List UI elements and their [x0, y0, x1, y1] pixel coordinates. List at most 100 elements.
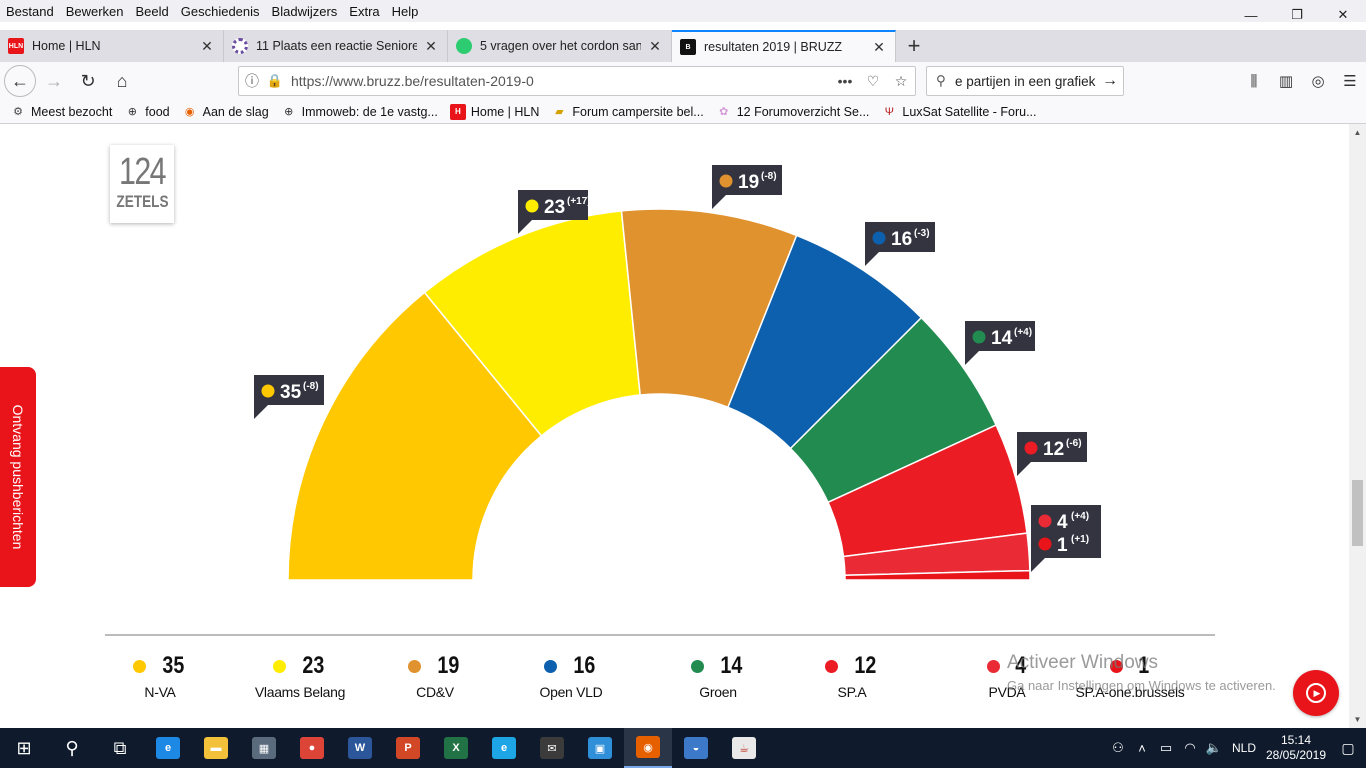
page-content: 124 ZETELS 35 (-8) 23 (+17) 19 (-8) 16 (-3) 14 (+…	[0, 124, 1349, 728]
extension-icon[interactable]: ◎	[1311, 73, 1325, 90]
scroll-up-arrow[interactable]: ▲	[1353, 128, 1362, 137]
volume-icon[interactable]: 🔈	[1205, 740, 1223, 755]
library-icon[interactable]: ⫼	[1250, 72, 1258, 90]
bookmark-luxsat-satellite-foru[interactable]: Ψ LuxSat Satellite - Foru...	[881, 104, 1037, 120]
new-tab-button[interactable]: +	[907, 33, 921, 58]
vertical-scrollbar[interactable]: ▲ ▼	[1349, 124, 1366, 728]
scroll-down-arrow[interactable]: ▼	[1353, 715, 1362, 724]
page-actions-icon[interactable]: •••	[837, 73, 853, 89]
legend-seats: 14	[720, 652, 743, 679]
url-bar[interactable]: ⓘ 🔒 https://www.bruzz.be/resultaten-2019…	[238, 66, 916, 96]
search-input[interactable]: e partijen in een grafiek	[955, 73, 1096, 89]
callout-dot	[872, 231, 886, 245]
taskbar-remote-button[interactable]: ▣	[576, 728, 624, 768]
bookmark-meest-bezocht[interactable]: ⚙ Meest bezocht	[10, 104, 112, 120]
people-icon[interactable]: ⚇	[1112, 740, 1124, 755]
excel-icon: X	[444, 737, 468, 759]
legend-party-name: N-VA	[144, 684, 176, 700]
taskbar-mail-button[interactable]: ✉	[528, 728, 576, 768]
pocket-icon[interactable]: ♡	[866, 72, 880, 89]
bookmark-aan-de-slag[interactable]: ◉ Aan de slag	[182, 104, 269, 120]
menu-bewerken[interactable]: Bewerken	[65, 3, 124, 19]
bookmark-12-forumoverzicht-se[interactable]: ✿ 12 Forumoverzicht Se...	[716, 104, 869, 120]
taskbar-start-button[interactable]: ⊞	[0, 728, 48, 768]
menu-help[interactable]: Help	[391, 3, 419, 19]
remote-icon: ▣	[588, 737, 612, 759]
taskbar-java-button[interactable]: ☕	[720, 728, 768, 768]
search-icon: ⚲	[936, 73, 946, 88]
tab-2[interactable]: 11 Plaats een reactie SeniorenNet ✕	[224, 30, 448, 62]
tray-chevron-icon[interactable]: ˄	[1138, 740, 1146, 756]
battery-icon[interactable]: ▭	[1159, 740, 1173, 755]
minimize-button[interactable]: —	[1244, 7, 1258, 23]
tab-close-icon[interactable]: ✕	[873, 38, 885, 55]
notifications-icon[interactable]: ▢	[1341, 739, 1355, 756]
tab-label: 11 Plaats een reactie SeniorenNet	[256, 39, 417, 53]
taskbar-explorer-button[interactable]: ▬	[192, 728, 240, 768]
hamburger-menu-icon[interactable]: ☰	[1343, 73, 1357, 90]
callout-cd-v: 19 (-8)	[712, 165, 782, 209]
menu-bladwijzers[interactable]: Bladwijzers	[271, 3, 338, 19]
url-text[interactable]: https://www.bruzz.be/resultaten-2019-0	[291, 73, 534, 89]
reload-button[interactable]: ↻	[80, 70, 96, 91]
activate-windows-text: Ga naar Instellingen om Windows te activ…	[1007, 678, 1276, 693]
taskbar-excel-button[interactable]: X	[432, 728, 480, 768]
forward-button[interactable]: →	[45, 70, 63, 91]
bookmark-food[interactable]: ⊕ food	[124, 104, 170, 120]
menu-bestand[interactable]: Bestand	[6, 3, 54, 19]
taskbar-thunderbird-button[interactable]: ◒	[672, 728, 720, 768]
taskbar-firefox-button[interactable]: ◉	[624, 728, 672, 768]
tab-1[interactable]: HLN Home | HLN ✕	[0, 30, 224, 62]
info-icon[interactable]: ⓘ	[245, 73, 259, 89]
search-go-icon[interactable]: →	[1102, 72, 1118, 89]
hln-icon: H	[449, 103, 466, 120]
taskbar-word-button[interactable]: W	[336, 728, 384, 768]
bookmark-label: Immoweb: de 1e vastg...	[301, 104, 438, 119]
legend-seats: 12	[854, 652, 877, 679]
sidebar-icon[interactable]: ▥	[1278, 73, 1294, 90]
video-play-button[interactable]: ▶	[1293, 670, 1339, 716]
bookmark-forum-campersite-bel[interactable]: ▰ Forum campersite bel...	[551, 104, 704, 120]
menu-extra[interactable]: Extra	[349, 3, 380, 19]
scroll-thumb[interactable]	[1352, 480, 1363, 546]
back-button[interactable]: ←	[4, 65, 36, 97]
tab-close-icon[interactable]: ✕	[425, 37, 437, 54]
taskbar-store-button[interactable]: ▦	[240, 728, 288, 768]
language-indicator[interactable]: NLD	[1231, 741, 1256, 755]
taskbar-edge-button[interactable]: e	[144, 728, 192, 768]
total-seats-number: 124	[119, 151, 167, 193]
wifi-icon[interactable]: ◠	[1184, 740, 1196, 755]
tab-3[interactable]: 5 vragen over het cordon sanitaire ✕	[448, 30, 672, 62]
bookmark-label: LuxSat Satellite - Foru...	[902, 104, 1037, 119]
taskbar-ie-button[interactable]: e	[480, 728, 528, 768]
taskbar-task-view-button[interactable]: ⧉	[96, 728, 144, 768]
callout-change: (-3)	[914, 228, 930, 239]
globe-icon: ⊕	[284, 106, 294, 118]
bookmark-star-icon[interactable]: ☆	[894, 72, 908, 89]
callout-dot	[1038, 514, 1052, 528]
tab-label: 5 vragen over het cordon sanitaire	[480, 39, 641, 53]
bookmark-label: Forum campersite bel...	[572, 104, 704, 119]
home-button[interactable]: ⌂	[116, 70, 128, 91]
bookmark-immoweb-de-1e-vastg[interactable]: ⊕ Immoweb: de 1e vastg...	[281, 104, 438, 120]
legend-seats: 16	[573, 652, 596, 679]
menu-beeld[interactable]: Beeld	[135, 3, 169, 19]
taskbar-search-button[interactable]: ⚲	[48, 728, 96, 768]
search-icon: ⚲	[65, 737, 79, 758]
tab-close-icon[interactable]: ✕	[649, 37, 661, 54]
close-window-button[interactable]: ✕	[1337, 7, 1349, 22]
chart-segment-n-va[interactable]	[287, 291, 543, 581]
chart-segment-sp-a-one-brussels[interactable]	[844, 569, 1031, 581]
restore-button[interactable]: ❐	[1291, 7, 1303, 22]
bookmark-home-hln[interactable]: H Home | HLN	[449, 103, 539, 120]
clock[interactable]: 15:14 28/05/2019	[1262, 733, 1330, 763]
lock-icon: 🔒	[266, 73, 284, 88]
tab-close-icon[interactable]: ✕	[201, 37, 213, 54]
menu-geschiedenis[interactable]: Geschiedenis	[180, 3, 260, 19]
push-notifications-tab[interactable]: Ontvang pushberichten	[0, 367, 36, 587]
taskbar-powerpoint-button[interactable]: P	[384, 728, 432, 768]
taskbar-chrome-button[interactable]: ●	[288, 728, 336, 768]
legend-dot	[273, 659, 287, 673]
search-bar[interactable]: ⚲ e partijen in een grafiek →	[926, 66, 1124, 96]
